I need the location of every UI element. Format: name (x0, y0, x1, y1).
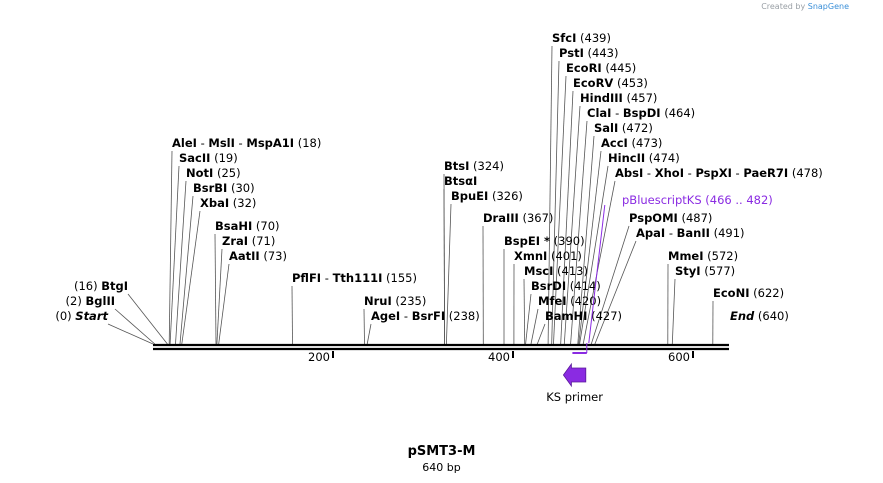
site-connector-line (579, 165, 609, 345)
restriction-site-label[interactable]: (16) BtgI (74, 279, 128, 293)
restriction-site-label[interactable]: BsrDI (414) (531, 279, 601, 293)
restriction-site-label[interactable]: AgeI - BsrFI (238) (371, 309, 480, 323)
site-connector-line (291, 285, 293, 345)
site-connector-line (536, 323, 546, 345)
ks-primer-arrow[interactable] (562, 362, 587, 388)
restriction-site-label[interactable]: ZraI (71) (222, 234, 275, 248)
site-connector-line (181, 210, 201, 345)
site-connector-line (578, 150, 602, 345)
site-connector-line (175, 180, 187, 345)
restriction-site-label[interactable]: SalI (472) (594, 121, 653, 135)
restriction-site-label[interactable]: AccI (473) (601, 136, 662, 150)
restriction-site-label[interactable]: BsaHI (70) (215, 219, 280, 233)
site-connector-line (671, 278, 676, 345)
site-connector-line (551, 60, 560, 345)
restriction-site-label[interactable]: EcoNI (622) (713, 286, 784, 300)
restriction-site-label[interactable]: MmeI (572) (668, 249, 738, 263)
site-connector-line (216, 248, 223, 345)
site-connector-line (570, 120, 588, 345)
site-connector-line (443, 188, 446, 345)
snapgene-credit: Created by SnapGene (761, 2, 849, 11)
restriction-site-label[interactable]: HincII (474) (608, 151, 680, 165)
restriction-site-label[interactable]: DraIII (367) (483, 211, 553, 225)
site-connector-line (594, 240, 637, 345)
site-connector-line (553, 75, 567, 345)
restriction-site-label[interactable]: AatII (73) (229, 249, 287, 263)
restriction-site-label[interactable]: PstI (443) (559, 46, 618, 60)
restriction-site-label[interactable]: AleI - MslI - MspA1I (18) (172, 136, 321, 150)
snapgene-logo: SnapGene (807, 2, 849, 11)
restriction-site-label[interactable]: End (640) (730, 309, 789, 323)
site-connector-line (582, 180, 616, 345)
site-connector-line (525, 293, 532, 345)
site-connector-line (547, 45, 553, 345)
site-connector-line (127, 293, 168, 345)
restriction-site-label[interactable]: StyI (577) (675, 264, 735, 278)
restriction-site-label[interactable]: EcoRV (453) (573, 76, 648, 90)
ks-primer-label: KS primer (546, 390, 603, 404)
restriction-site-label[interactable]: XmnI (401) (514, 249, 582, 263)
restriction-site-label[interactable]: PspOMI (487) (629, 211, 712, 225)
site-connector-line (168, 150, 173, 345)
site-connector-line (446, 203, 452, 345)
site-connector-line (169, 165, 180, 345)
site-connector-line (577, 135, 595, 345)
axis-tick-label: 400 (488, 350, 510, 364)
restriction-site-label[interactable]: AbsI - XhoI - PspXI - PaeR7I (478) (615, 166, 823, 180)
restriction-site-label[interactable]: MscI (413) (524, 264, 588, 278)
site-connector-line (590, 225, 630, 345)
site-connector-line (107, 323, 154, 345)
axis-tick-label: 600 (668, 350, 690, 364)
restriction-site-label[interactable]: EcoRI (445) (566, 61, 636, 75)
restriction-site-label[interactable]: (2) BglII (66, 294, 115, 308)
restriction-site-label[interactable]: ApaI - BanII (491) (636, 226, 745, 240)
site-connector-line (179, 195, 194, 345)
site-connector-line (218, 263, 230, 345)
restriction-site-label[interactable]: BtsαI (444, 174, 477, 188)
site-connector-line (214, 233, 217, 345)
site-connector-line (366, 323, 372, 345)
feature-connector-line (588, 204, 606, 344)
restriction-site-label[interactable]: SfcI (439) (552, 31, 611, 45)
restriction-site-label[interactable]: NruI (235) (364, 294, 426, 308)
restriction-site-label[interactable]: PflFI - Tth111I (155) (292, 271, 417, 285)
site-connector-line (114, 308, 156, 345)
site-connector-line (563, 105, 581, 345)
axis-tick-label: 200 (308, 350, 330, 364)
restriction-site-label[interactable]: MfeI (420) (538, 294, 601, 308)
site-connector-line (523, 278, 526, 345)
restriction-site-label[interactable]: BtsI (324) (444, 159, 504, 173)
feature-label-pbluescriptks[interactable]: pBluescriptKS (466 .. 482) (622, 193, 773, 207)
restriction-site-label[interactable]: XbaI (32) (200, 196, 256, 210)
restriction-site-label[interactable]: NotI (25) (186, 166, 241, 180)
site-connector-line (530, 308, 539, 345)
restriction-site-label[interactable]: BpuEI (326) (451, 189, 523, 203)
restriction-site-label[interactable]: (0) Start (55, 309, 108, 323)
restriction-site-label[interactable]: BsrBI (30) (193, 181, 255, 195)
site-connector-line (363, 308, 365, 345)
restriction-site-label[interactable]: BamHI (427) (545, 309, 622, 323)
restriction-site-label[interactable]: SacII (19) (179, 151, 238, 165)
restriction-site-label[interactable]: ClaI - BspDI (464) (587, 106, 695, 120)
site-connector-line (560, 90, 574, 345)
plasmid-name: pSMT3-M (407, 444, 476, 459)
restriction-site-label[interactable]: HindIII (457) (580, 91, 657, 105)
restriction-site-label[interactable]: BspEI * (390) (504, 234, 585, 248)
plasmid-length: 640 bp (422, 461, 461, 474)
